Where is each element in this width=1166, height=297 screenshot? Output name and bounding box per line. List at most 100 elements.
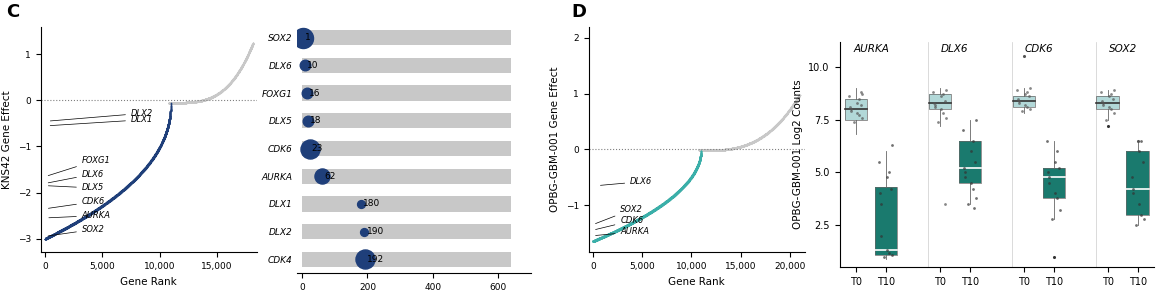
Point	[54, 227, 72, 232]
Point	[660, 197, 679, 202]
Point	[94, 202, 113, 207]
Point	[610, 227, 628, 232]
Point	[632, 215, 651, 220]
Point	[241, 47, 260, 52]
Point	[66, 220, 85, 225]
Point	[656, 200, 675, 205]
Point	[72, 217, 91, 222]
Point	[92, 204, 111, 209]
Point	[49, 230, 68, 235]
Point	[1131, 138, 1150, 143]
Point	[147, 150, 166, 155]
Point	[654, 202, 673, 206]
Point	[655, 200, 674, 205]
Point	[103, 196, 121, 201]
Point	[78, 213, 97, 218]
Point	[87, 207, 106, 212]
Point	[626, 218, 645, 223]
Point	[52, 228, 71, 233]
Point	[654, 201, 673, 206]
Point	[590, 236, 609, 241]
Point	[932, 107, 950, 111]
Point	[75, 215, 93, 219]
Point	[640, 211, 659, 215]
Point	[684, 171, 703, 176]
Point	[655, 200, 674, 205]
Point	[609, 227, 627, 232]
Point	[203, 94, 222, 99]
Point	[226, 74, 245, 78]
Point	[83, 210, 101, 215]
Point	[672, 187, 690, 192]
Point	[199, 96, 218, 101]
Point	[689, 163, 708, 168]
Point	[672, 187, 690, 192]
Point	[611, 227, 630, 231]
Point	[679, 179, 697, 184]
Point	[656, 200, 675, 204]
Point	[191, 98, 210, 103]
Point	[630, 217, 648, 222]
Point	[233, 64, 252, 69]
Point	[649, 204, 668, 209]
Point	[75, 215, 93, 220]
Point	[645, 207, 663, 212]
Point	[140, 161, 159, 166]
Point	[605, 229, 624, 234]
Point	[50, 229, 69, 234]
Point	[691, 148, 710, 153]
Point	[614, 225, 633, 229]
Point	[597, 233, 616, 238]
Point	[150, 144, 169, 148]
Point	[106, 194, 125, 198]
Point	[94, 202, 113, 207]
Point	[173, 100, 191, 105]
Point	[621, 221, 640, 225]
Point	[101, 198, 120, 202]
Point	[614, 225, 633, 230]
Point	[655, 201, 674, 206]
Point	[667, 191, 686, 195]
Point	[688, 164, 707, 168]
Point	[127, 176, 146, 180]
Point	[641, 210, 660, 214]
Point	[628, 217, 647, 222]
Point	[586, 237, 605, 242]
Point	[590, 236, 609, 241]
Point	[220, 81, 239, 86]
Point	[679, 179, 697, 184]
Point	[1104, 111, 1123, 116]
Point	[624, 220, 642, 225]
Point	[141, 159, 160, 164]
Point	[614, 225, 633, 229]
Point	[627, 218, 646, 222]
Point	[51, 229, 70, 233]
Point	[139, 162, 157, 167]
Point	[129, 173, 148, 178]
Point	[43, 233, 62, 237]
Point	[197, 97, 216, 101]
Point	[92, 204, 111, 209]
Point	[87, 207, 106, 212]
Point	[41, 234, 59, 238]
Point	[661, 196, 680, 200]
Point	[640, 210, 659, 215]
Point	[166, 100, 184, 105]
Point	[139, 163, 157, 168]
Point	[600, 232, 619, 236]
Point	[634, 214, 653, 219]
Point	[630, 217, 648, 221]
Point	[611, 226, 630, 231]
Point	[651, 204, 669, 208]
Point	[752, 135, 771, 140]
Point	[599, 232, 618, 237]
Point	[149, 147, 168, 152]
Point	[50, 229, 69, 234]
Point	[217, 84, 236, 89]
Point	[770, 120, 788, 124]
Point	[159, 122, 177, 127]
Point	[743, 140, 761, 144]
Point	[721, 146, 739, 151]
Point	[592, 235, 611, 240]
Point	[167, 100, 185, 105]
